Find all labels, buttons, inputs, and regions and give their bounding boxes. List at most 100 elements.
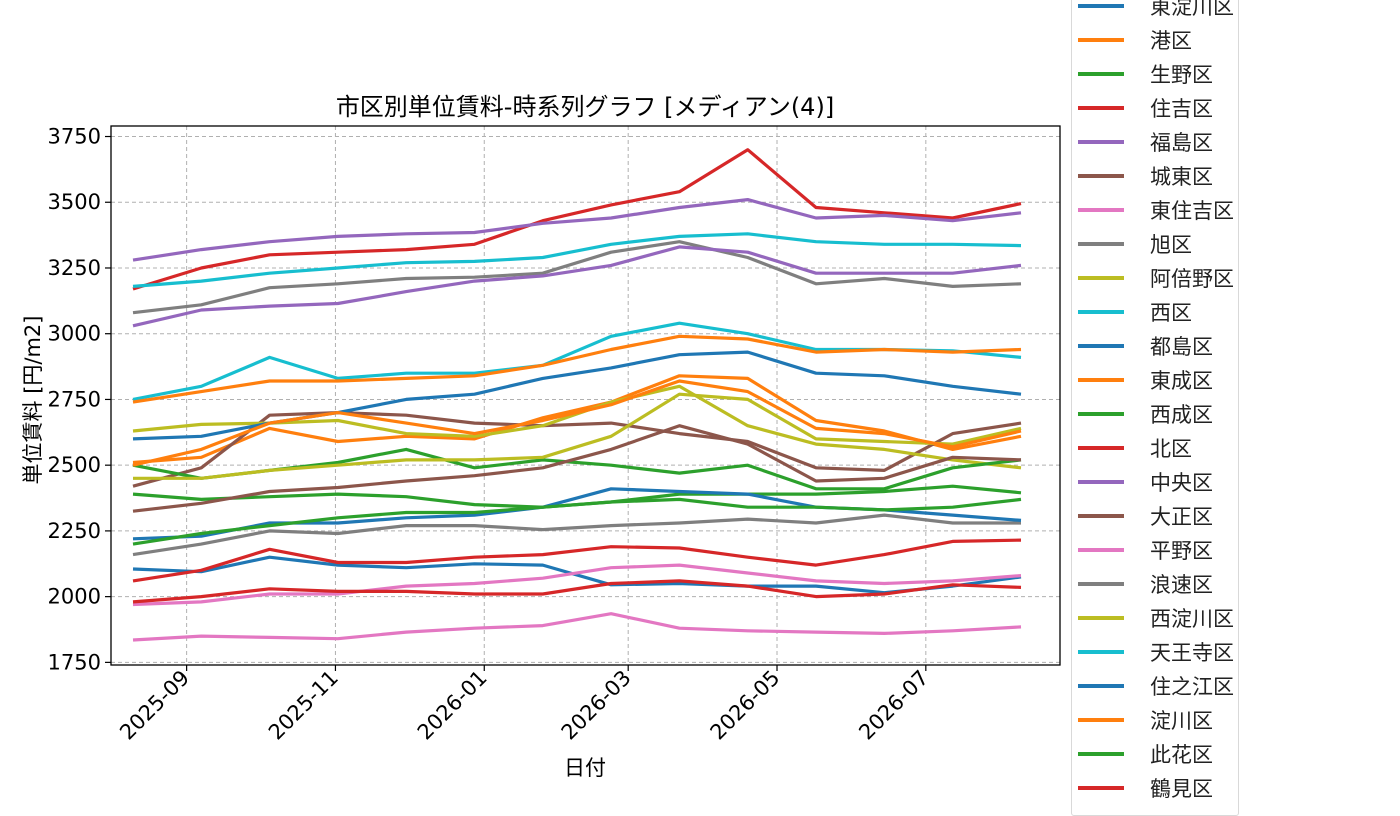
series-line [132,411,1022,488]
legend-swatch [1078,786,1124,790]
legend-swatch [1078,514,1124,518]
y-axis-label: 単位賃料 [円/m2] [21,316,45,485]
legend-swatch [1078,310,1124,314]
y-tick-label: 3500 [48,190,101,214]
legend-label: 西区 [1150,301,1192,325]
legend-label: 都島区 [1150,335,1213,359]
legend-swatch [1078,344,1124,348]
legend-label: 此花区 [1150,743,1213,767]
series-line [133,392,1022,480]
legend-swatch [1078,72,1124,76]
legend-label: 住吉区 [1150,97,1213,121]
x-tick-label: 2026-03 [557,666,636,745]
line-chart: 市区別単位賃料-時系列グラフ [メディアン(4)] 2025-09 2025-11… [21,93,1061,780]
legend-swatch [1078,378,1124,382]
y-tick-label: 2250 [48,519,101,543]
legend-item: 旭区 [1072,227,1238,261]
legend-item: 都島区 [1072,329,1238,363]
legend-label: 福島区 [1150,131,1213,155]
legend-item: 城東区 [1072,159,1238,193]
legend-swatch [1078,106,1124,110]
legend-label: 旭区 [1150,233,1192,257]
legend-item: 東成区 [1072,363,1238,397]
y-tick-label: 1750 [48,650,101,674]
legend-label: 東淀川区 [1150,0,1234,19]
legend-label: 淀川区 [1150,709,1213,733]
legend-item: 住吉区 [1072,91,1238,125]
legend-label: 中央区 [1150,471,1213,495]
x-tick-label: 2026-01 [413,666,492,745]
y-tick-label: 3250 [48,256,101,280]
grid-lines [111,126,1060,665]
legend-label: 北区 [1150,437,1192,461]
legend-item: 東住吉区 [1072,193,1238,227]
y-tick-label: 3000 [48,322,101,346]
series-line [132,240,1022,315]
legend-item: 福島区 [1072,125,1238,159]
series-line [132,612,1022,642]
series-line [132,538,1022,583]
series-line [132,334,1022,404]
legend-swatch [1078,174,1124,178]
series-line [132,384,1022,470]
series-line [132,563,1022,607]
legend-label: 西成区 [1150,403,1213,427]
legend-item: 天王寺区 [1072,635,1238,669]
legend-swatch [1078,4,1124,8]
series-line [132,497,1022,546]
x-axis-label: 日付 [564,756,606,780]
legend-item: 東淀川区 [1072,0,1238,23]
legend-label: 平野区 [1150,539,1213,563]
legend-swatch [1078,446,1124,450]
series-line [132,424,1022,513]
legend-item: 住之江区 [1072,669,1238,703]
chart-title: 市区別単位賃料-時系列グラフ [メディアン(4)] [336,93,834,121]
series-line [132,148,1022,291]
legend-label: 天王寺区 [1150,641,1234,665]
legend-swatch [1078,548,1124,552]
legend-swatch [1078,582,1124,586]
legend-label: 阿倍野区 [1150,267,1234,291]
x-tick-label: 2025-09 [115,666,194,745]
legend-label: 東住吉区 [1150,199,1234,223]
legend-swatch [1078,718,1124,722]
legend-label: 生野区 [1150,63,1213,87]
series-lines [132,148,1022,642]
legend-item: 浪速区 [1072,567,1238,601]
legend-item: 淀川区 [1072,703,1238,737]
legend-swatch [1078,276,1124,280]
legend-swatch [1078,650,1124,654]
series-line [132,321,1022,401]
x-tick-label: 2026-05 [706,666,785,745]
legend-label: 鶴見区 [1150,777,1213,801]
series-line [132,245,1022,328]
legend-item: 西区 [1072,295,1238,329]
y-tick-label: 3750 [48,125,101,149]
legend-label: 城東区 [1150,165,1213,189]
y-axis-ticks: 1750 2000 2250 2500 2750 3000 3250 3500 3750 [48,125,111,674]
legend-label: 港区 [1150,29,1192,53]
plot-frame [110,125,1061,666]
legend-item: 西成区 [1072,397,1238,431]
legend-item: 平野区 [1072,533,1238,567]
legend-swatch [1078,412,1124,416]
legend-label: 浪速区 [1150,573,1213,597]
legend-item: 阿倍野区 [1072,261,1238,295]
legend-item: 港区 [1072,23,1238,57]
legend-swatch [1078,140,1124,144]
y-tick-label: 2500 [48,453,101,477]
x-tick-label: 2026-07 [854,666,933,745]
legend-swatch [1078,480,1124,484]
legend-item: 鶴見区 [1072,771,1238,805]
legend-label: 西淀川区 [1150,607,1234,631]
chart-legend: 東淀川区港区生野区住吉区福島区城東区東住吉区旭区阿倍野区西区都島区東成区西成区北… [1071,0,1239,816]
y-tick-label: 2750 [48,387,101,411]
x-axis-ticks: 2025-09 2025-11 2026-01 2026-03 2026-05 2026-… [115,665,933,745]
series-line [132,374,1022,465]
x-tick-label: 2025-11 [264,666,343,745]
legend-swatch [1078,616,1124,620]
legend-swatch [1078,208,1124,212]
series-line [132,579,1022,604]
legend-item: 大正区 [1072,499,1238,533]
legend-swatch [1078,752,1124,756]
